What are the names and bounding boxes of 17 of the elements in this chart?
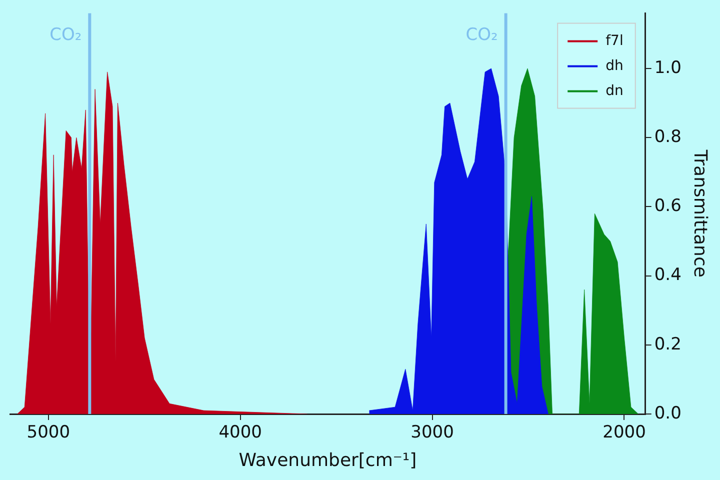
x-tick-label: 4000	[218, 422, 262, 443]
x-axis-title: Wavenumber[cm⁻¹]	[238, 450, 417, 471]
ref-line-label: CO₂	[466, 25, 498, 46]
x-tick-label: 2000	[602, 422, 646, 443]
x-tick-label: 3000	[410, 422, 454, 443]
y-axis-title: Transmittance	[690, 148, 711, 278]
x-tick-label: 5000	[26, 422, 70, 443]
y-tick-label: 0.0	[654, 403, 682, 424]
ref-line-label: CO₂	[50, 25, 82, 46]
legend-label: dn	[606, 82, 624, 99]
y-tick-label: 0.8	[654, 127, 682, 148]
y-tick-label: 0.6	[654, 196, 682, 216]
y-tick-label: 0.2	[654, 334, 682, 354]
legend-label: f7l	[606, 32, 624, 49]
legend-label: dh	[606, 58, 624, 74]
y-tick-label: 0.4	[654, 265, 682, 286]
y-tick-label: 1.0	[654, 58, 682, 78]
